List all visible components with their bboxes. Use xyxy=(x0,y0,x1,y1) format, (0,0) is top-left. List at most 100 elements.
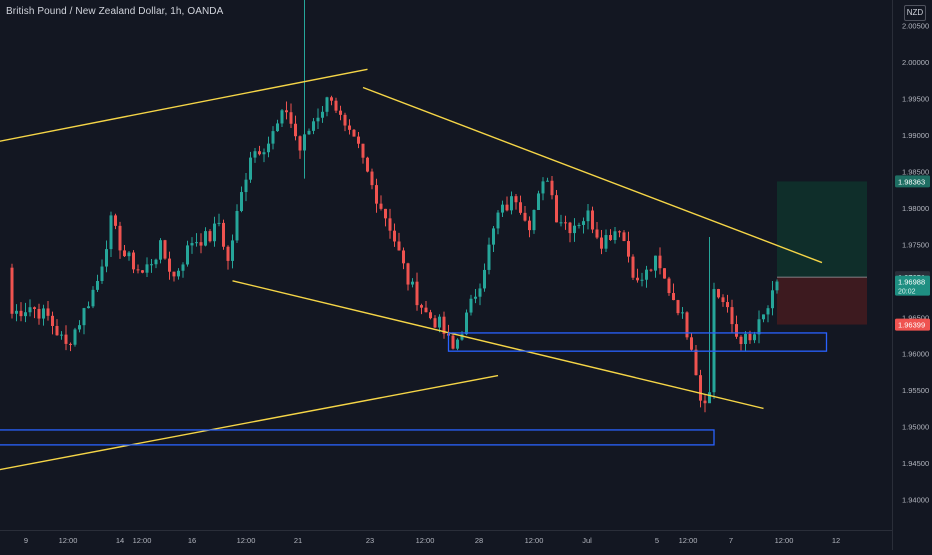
candle-body xyxy=(51,315,54,326)
x-tick-label: 12:00 xyxy=(416,536,435,545)
candle-body xyxy=(15,310,18,314)
candle-body xyxy=(771,290,774,309)
x-tick-label: 9 xyxy=(24,536,28,545)
candle-body xyxy=(595,229,599,238)
x-tick-label: 14 xyxy=(116,536,124,545)
candle-body xyxy=(303,134,306,151)
candle-body xyxy=(361,143,365,158)
candle-body xyxy=(357,136,360,144)
candle-body xyxy=(478,288,482,297)
candle-body xyxy=(600,237,603,249)
candle-body xyxy=(591,210,594,230)
candle-body xyxy=(618,231,621,233)
candle-body xyxy=(433,318,437,328)
candle-body xyxy=(325,97,329,112)
candle-body xyxy=(330,97,333,101)
candle-body xyxy=(231,240,234,261)
y-tick-label: 1.96500 xyxy=(902,313,929,322)
candle-body xyxy=(519,202,522,213)
candle-body xyxy=(285,110,288,113)
candle-body xyxy=(694,349,698,376)
candle-body xyxy=(393,230,396,242)
target-price-label-bg xyxy=(895,175,930,188)
candle-body xyxy=(672,293,675,301)
candle-body xyxy=(334,100,338,111)
x-tick-label: 21 xyxy=(294,536,302,545)
y-tick-label: 1.98500 xyxy=(902,167,929,176)
y-tick-label: 1.94500 xyxy=(902,459,929,468)
trendline-4 xyxy=(0,374,499,471)
candle-body xyxy=(145,264,149,273)
candle-body xyxy=(474,296,477,299)
candle-body xyxy=(415,281,419,306)
candle-body xyxy=(339,110,342,115)
x-tick-label: 12:00 xyxy=(59,536,78,545)
candle-body xyxy=(118,225,122,251)
x-tick-label: 12:00 xyxy=(133,536,152,545)
currency-badge[interactable]: NZD xyxy=(904,5,926,21)
candle-body xyxy=(100,266,104,281)
candle-body xyxy=(406,263,410,285)
candle-body xyxy=(10,267,14,314)
candle-body xyxy=(681,312,684,314)
candle-body xyxy=(703,400,707,404)
x-tick-label: 16 xyxy=(188,536,196,545)
candle-body xyxy=(132,252,135,270)
candle-body xyxy=(343,114,347,126)
candle-body xyxy=(154,259,158,265)
candle-body xyxy=(217,222,221,224)
candle-body xyxy=(532,209,536,231)
x-tick-label: 12:00 xyxy=(525,536,544,545)
x-tick-label: 12 xyxy=(832,536,840,545)
candle-body xyxy=(294,123,297,137)
candle-body xyxy=(465,312,468,335)
candle-body xyxy=(483,269,486,289)
candle-body xyxy=(469,298,473,313)
candle-body xyxy=(375,185,378,204)
candle-body xyxy=(514,196,518,203)
candle-body xyxy=(384,208,387,219)
y-tick-label: 2.00000 xyxy=(902,58,929,67)
candle-body xyxy=(712,289,716,393)
candle-body xyxy=(564,222,567,224)
candle-body xyxy=(762,314,765,320)
candle-body xyxy=(73,329,77,345)
candle-body xyxy=(496,212,500,229)
candle-body xyxy=(537,193,540,210)
candle-body xyxy=(240,192,243,211)
x-tick-label: 5 xyxy=(655,536,659,545)
candle-body xyxy=(226,246,230,261)
candle-body xyxy=(370,171,374,186)
x-tick-label: 7 xyxy=(729,536,733,545)
candle-body xyxy=(708,392,711,404)
candle-body xyxy=(528,220,531,231)
candle-body xyxy=(199,242,203,246)
candle-body xyxy=(636,277,639,281)
candle-body xyxy=(190,243,194,246)
candle-body xyxy=(96,280,99,290)
candle-body xyxy=(235,210,239,241)
candle-body xyxy=(60,334,63,336)
candle-body xyxy=(312,121,315,131)
y-tick-label: 1.99500 xyxy=(902,94,929,103)
candle-body xyxy=(654,255,657,271)
candle-body xyxy=(559,222,563,224)
y-tick-label: 1.94000 xyxy=(902,496,929,505)
target-price-label: 1.98363 xyxy=(898,177,925,186)
candle-body xyxy=(253,151,257,158)
candle-body xyxy=(766,308,770,315)
y-tick-label: 1.97500 xyxy=(902,240,929,249)
x-tick-label: 12:00 xyxy=(679,536,698,545)
candle-body xyxy=(573,225,576,234)
support-zone-2 xyxy=(0,429,715,446)
candle-body xyxy=(487,244,491,270)
candle-body xyxy=(379,203,383,209)
x-tick-label: 28 xyxy=(475,536,483,545)
y-tick-label: 1.95000 xyxy=(902,423,929,432)
candle-body xyxy=(352,129,356,137)
candle-body xyxy=(658,255,662,269)
candle-body xyxy=(19,310,23,317)
stop-price-label-bg xyxy=(895,318,930,331)
